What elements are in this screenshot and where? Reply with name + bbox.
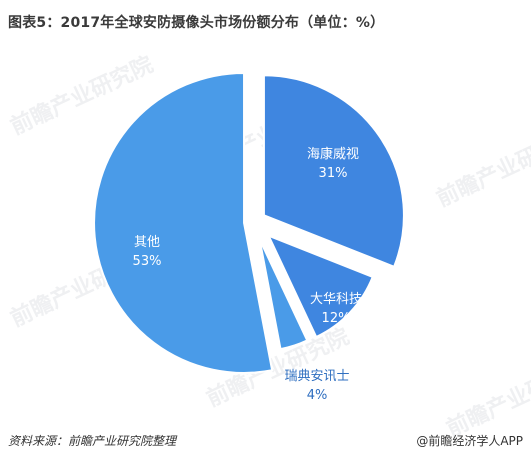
credit-note: @前瞻经济学人APP xyxy=(416,434,523,448)
source-note: 资料来源：前瞻产业研究院整理 xyxy=(8,434,177,448)
slice-label: 大华科技 xyxy=(310,292,362,307)
slice-value-label: 4% xyxy=(307,388,328,403)
slice-value-label: 53% xyxy=(133,254,162,269)
pie-slice-4 xyxy=(93,71,274,374)
pie-slice-2 xyxy=(266,233,375,339)
pie-slice-1 xyxy=(262,74,405,269)
chart-title: 图表5：2017年全球安防摄像头市场份额分布（单位：%） xyxy=(8,15,385,31)
slice-value-label: 12% xyxy=(322,311,351,326)
slice-label: 其他 xyxy=(134,235,160,250)
slice-value-label: 31% xyxy=(319,166,348,181)
slice-label: 海康威视 xyxy=(307,146,359,162)
pie-slice-3 xyxy=(258,238,309,351)
slice-label: 瑞典安讯士 xyxy=(284,369,349,384)
